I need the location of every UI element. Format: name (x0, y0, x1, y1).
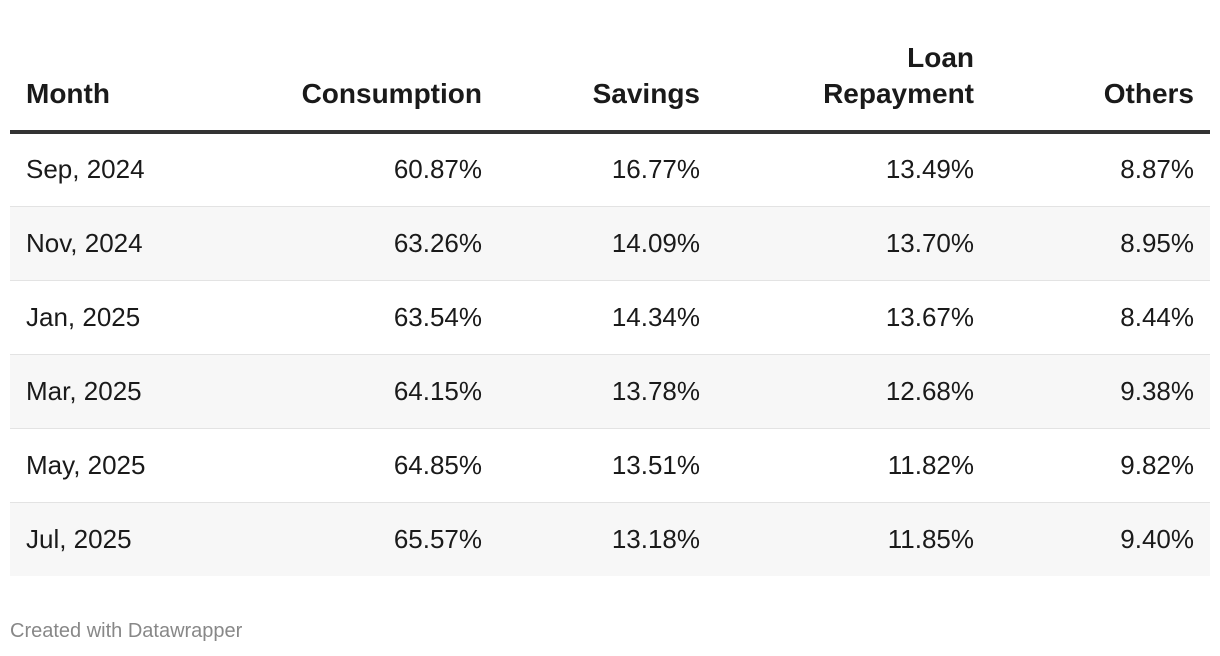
cell-savings: 13.51% (498, 428, 716, 503)
table-row: Sep, 2024 60.87% 16.77% 13.49% 8.87% (10, 132, 1210, 207)
cell-savings: 14.34% (498, 280, 716, 355)
cell-others: 8.87% (990, 132, 1210, 207)
header-loan-line2: Repayment (823, 78, 974, 109)
cell-consumption: 60.87% (230, 132, 498, 207)
cell-month: Nov, 2024 (10, 206, 230, 281)
cell-savings: 13.18% (498, 502, 716, 576)
table-row: Jul, 2025 65.57% 13.18% 11.85% 9.40% (10, 502, 1210, 576)
cell-savings: 14.09% (498, 206, 716, 281)
cell-others: 8.95% (990, 206, 1210, 281)
cell-others: 9.38% (990, 354, 1210, 429)
data-table: Month Consumption Savings Loan Repayment … (10, 40, 1210, 576)
table-row: Jan, 2025 63.54% 14.34% 13.67% 8.44% (10, 280, 1210, 355)
header-savings[interactable]: Savings (498, 40, 716, 134)
cell-consumption: 63.54% (230, 280, 498, 355)
table-row: May, 2025 64.85% 13.51% 11.82% 9.82% (10, 428, 1210, 503)
cell-loan-repayment: 12.68% (716, 354, 990, 429)
cell-month: May, 2025 (10, 428, 230, 503)
cell-month: Jan, 2025 (10, 280, 230, 355)
header-row: Month Consumption Savings Loan Repayment … (10, 40, 1210, 134)
cell-month: Mar, 2025 (10, 354, 230, 429)
cell-consumption: 64.85% (230, 428, 498, 503)
header-others[interactable]: Others (990, 40, 1210, 134)
footer-credit[interactable]: Created with Datawrapper (10, 620, 243, 642)
header-loan-line1: Loan (907, 42, 974, 73)
table-body: Sep, 2024 60.87% 16.77% 13.49% 8.87% Nov… (10, 132, 1210, 576)
cell-savings: 16.77% (498, 132, 716, 207)
cell-others: 8.44% (990, 280, 1210, 355)
data-table-container: Month Consumption Savings Loan Repayment … (10, 40, 1210, 576)
cell-loan-repayment: 13.67% (716, 280, 990, 355)
cell-month: Jul, 2025 (10, 502, 230, 576)
cell-consumption: 65.57% (230, 502, 498, 576)
header-loan-repayment[interactable]: Loan Repayment (716, 40, 990, 134)
cell-savings: 13.78% (498, 354, 716, 429)
cell-loan-repayment: 13.49% (716, 132, 990, 207)
cell-loan-repayment: 13.70% (716, 206, 990, 281)
cell-others: 9.82% (990, 428, 1210, 503)
header-consumption[interactable]: Consumption (230, 40, 498, 134)
cell-consumption: 64.15% (230, 354, 498, 429)
cell-loan-repayment: 11.85% (716, 502, 990, 576)
table-header: Month Consumption Savings Loan Repayment … (10, 40, 1210, 134)
cell-month: Sep, 2024 (10, 132, 230, 207)
header-month[interactable]: Month (10, 40, 230, 134)
table-row: Mar, 2025 64.15% 13.78% 12.68% 9.38% (10, 354, 1210, 429)
cell-consumption: 63.26% (230, 206, 498, 281)
cell-others: 9.40% (990, 502, 1210, 576)
cell-loan-repayment: 11.82% (716, 428, 990, 503)
table-row: Nov, 2024 63.26% 14.09% 13.70% 8.95% (10, 206, 1210, 281)
